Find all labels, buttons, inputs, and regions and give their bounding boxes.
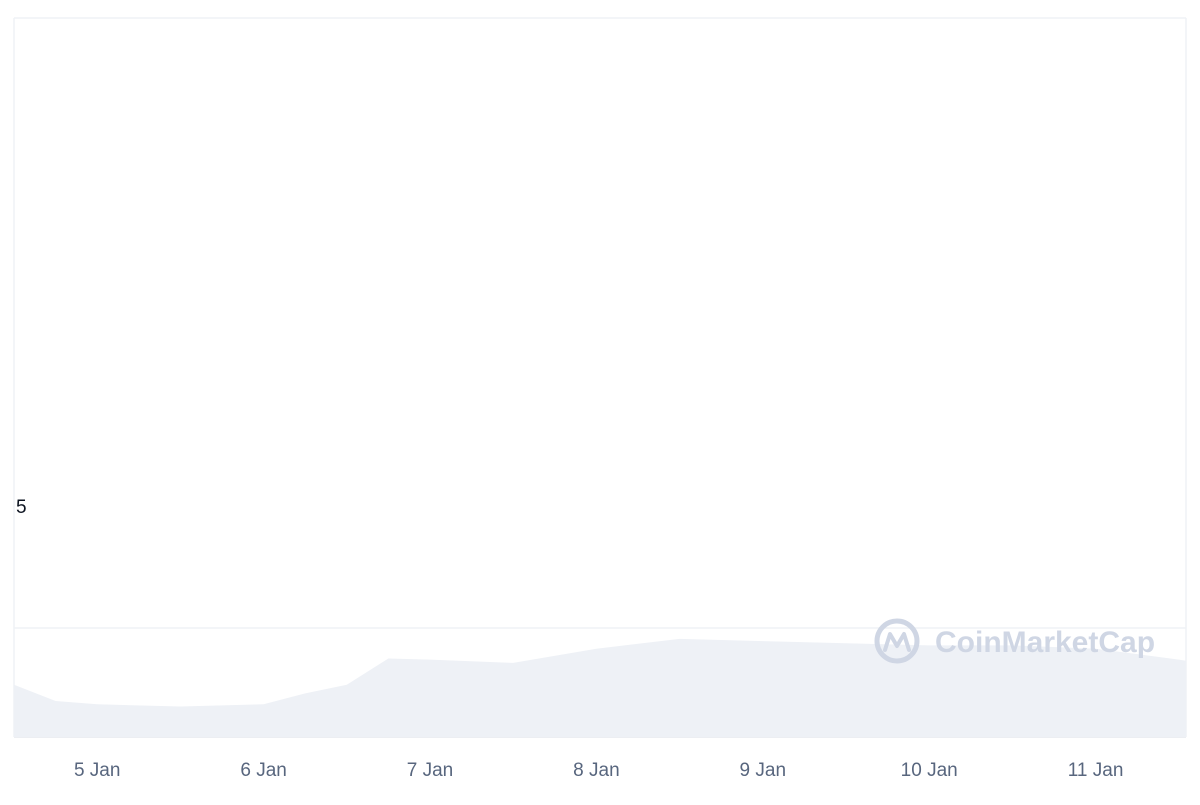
- coinmarketcap-logo-icon: [874, 618, 920, 664]
- x-tick-label: 8 Jan: [573, 760, 619, 781]
- watermark: CoinMarketCap: [874, 618, 1155, 664]
- x-tick-label: 5 Jan: [74, 760, 120, 781]
- x-tick-label: 10 Jan: [901, 760, 958, 781]
- side-label: 5: [16, 497, 27, 518]
- volume-area-layer: [14, 638, 1186, 737]
- x-tick-label: 6 Jan: [240, 760, 286, 781]
- x-axis: 5 Jan 6 Jan 7 Jan 8 Jan 9 Jan 10 Jan 11 Jan: [74, 760, 1123, 781]
- volume-area: [14, 638, 1186, 737]
- x-tick-label: 11 Jan: [1068, 760, 1124, 781]
- watermark-text: CoinMarketCap: [935, 626, 1155, 659]
- x-tick-label: 9 Jan: [740, 760, 786, 781]
- x-tick-label: 7 Jan: [407, 760, 453, 781]
